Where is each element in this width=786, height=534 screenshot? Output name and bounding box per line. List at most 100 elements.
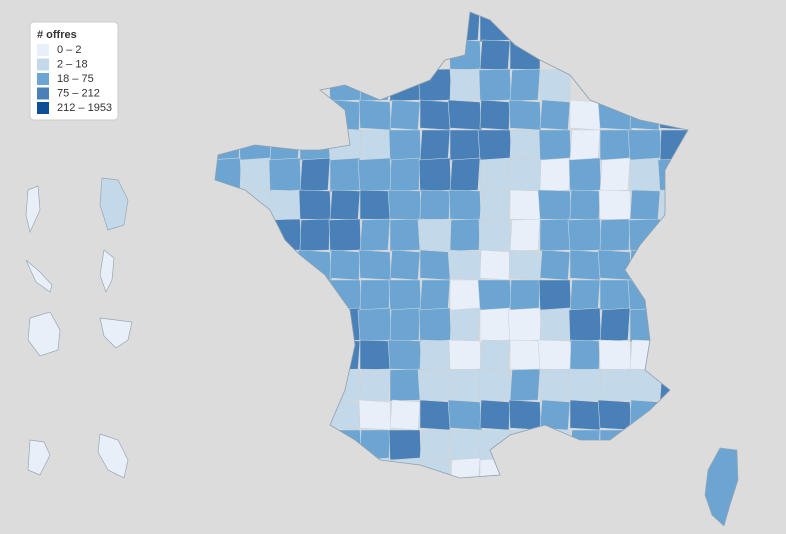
department (599, 279, 631, 311)
department (477, 129, 513, 161)
department (539, 457, 571, 478)
department (659, 429, 688, 461)
legend-label: 18 – 75 (57, 73, 94, 85)
department (509, 368, 541, 402)
department (239, 218, 271, 252)
department (358, 99, 392, 131)
department (215, 368, 241, 402)
department (479, 339, 511, 371)
department (449, 157, 481, 193)
department (387, 189, 423, 221)
department (239, 399, 271, 431)
department (239, 249, 271, 281)
department (509, 189, 541, 221)
department (329, 249, 361, 281)
department (388, 129, 422, 161)
department (389, 368, 421, 402)
department (449, 129, 481, 161)
department (599, 457, 631, 478)
department (328, 368, 362, 402)
department (419, 399, 451, 431)
island-1 (27, 439, 51, 476)
department (477, 429, 513, 461)
department (419, 129, 451, 161)
department (448, 339, 482, 371)
department (419, 279, 451, 311)
department (359, 339, 391, 371)
department (449, 12, 481, 43)
department (359, 68, 391, 102)
department (237, 339, 273, 371)
department (269, 429, 301, 461)
department (389, 249, 421, 281)
department (389, 99, 421, 131)
legend-label: 2 – 18 (57, 58, 88, 70)
department (359, 368, 391, 402)
department (509, 68, 541, 102)
department (537, 339, 573, 371)
department (479, 39, 511, 71)
legend-swatch (37, 58, 49, 71)
martinique (99, 177, 129, 231)
department (449, 218, 481, 252)
department (538, 129, 572, 161)
department (539, 157, 571, 193)
department (508, 249, 542, 281)
department (478, 368, 512, 402)
department (629, 99, 661, 131)
department (239, 157, 271, 193)
department (267, 218, 303, 252)
legend-box (29, 21, 119, 121)
department (449, 368, 481, 402)
department (539, 368, 571, 402)
department (327, 129, 363, 161)
department (599, 307, 631, 343)
department (658, 249, 688, 281)
department (239, 457, 271, 478)
department (238, 279, 272, 311)
france-outline (214, 11, 689, 479)
department (298, 339, 332, 371)
department (417, 218, 453, 252)
department (418, 457, 452, 478)
department (447, 249, 483, 281)
department (629, 157, 661, 193)
department (359, 218, 391, 252)
department (238, 429, 272, 461)
department (237, 189, 273, 221)
department (239, 368, 271, 402)
department (329, 157, 361, 193)
department (507, 157, 543, 193)
department (419, 429, 451, 461)
department (658, 399, 688, 431)
department (447, 99, 483, 131)
department (388, 279, 422, 311)
department (299, 129, 331, 161)
department (358, 249, 392, 281)
department (329, 99, 361, 131)
department (567, 368, 603, 402)
department (569, 129, 601, 161)
department (269, 249, 301, 281)
department (215, 307, 243, 343)
department (299, 307, 331, 343)
department (597, 399, 633, 431)
department (268, 307, 302, 343)
department (329, 189, 361, 221)
department (215, 189, 241, 221)
department (269, 279, 301, 311)
department (329, 339, 361, 371)
department (359, 279, 391, 311)
department (629, 339, 661, 371)
department (327, 429, 363, 461)
department (215, 279, 241, 311)
department (479, 307, 511, 343)
department (659, 218, 688, 252)
department (417, 368, 453, 402)
department (269, 129, 301, 161)
department (629, 307, 661, 343)
department (215, 249, 242, 281)
department (327, 279, 363, 311)
department (657, 307, 688, 343)
